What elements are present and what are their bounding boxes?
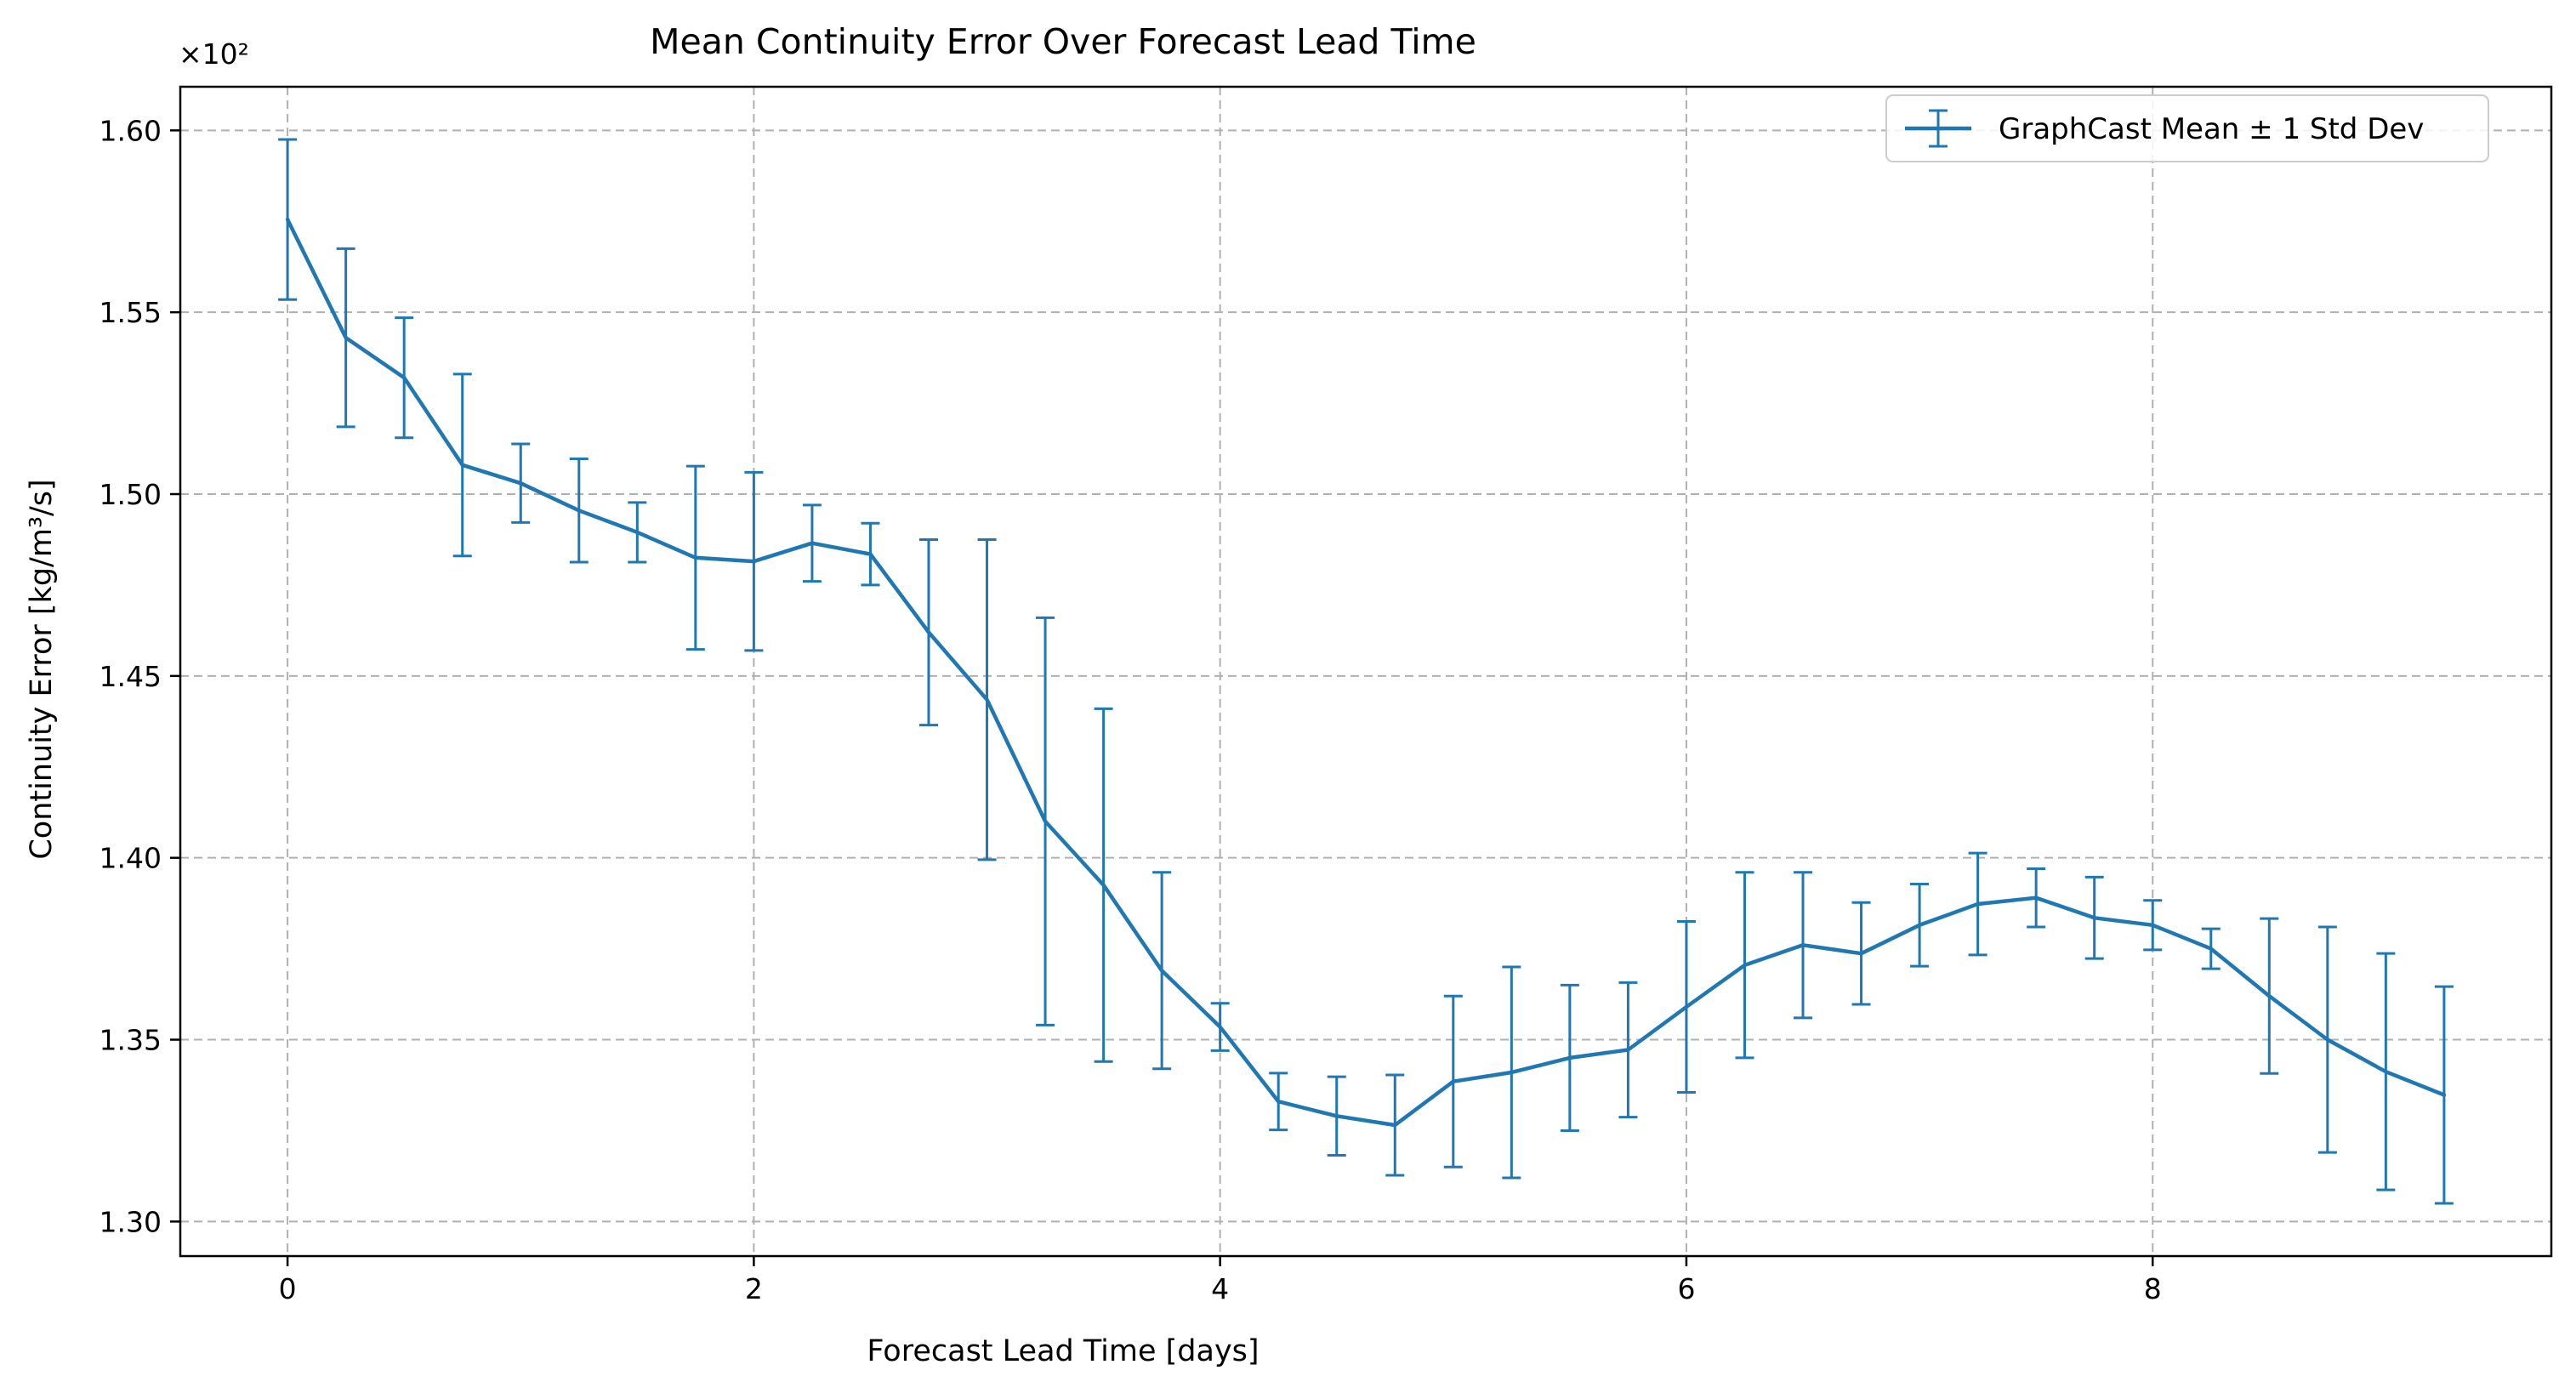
y-axis-label: Continuity Error [kg/m³/s]: [25, 479, 59, 859]
legend-marker: [1905, 109, 1971, 148]
ticks: 0 2 4 6 8 1.30 1.35 1.40 1.45 1.50 1.55 1.60: [100, 114, 2162, 1305]
y-offset-label: ×10²: [179, 37, 249, 71]
series-line: [285, 217, 2447, 1128]
x-tick-label: 0: [279, 1272, 297, 1305]
x-tick-label: 6: [1677, 1272, 1695, 1305]
series-layer: [278, 138, 2454, 1205]
y-tick-label: 1.35: [100, 1024, 162, 1057]
legend-entry-label: GraphCast Mean ± 1 Std Dev: [1999, 112, 2424, 146]
chart-title: Mean Continuity Error Over Forecast Lead…: [650, 21, 1476, 62]
plot-frame: [179, 85, 2553, 1258]
x-axis-label: Forecast Lead Time [days]: [867, 1334, 1259, 1368]
x-tick-label: 4: [1211, 1272, 1229, 1305]
x-tick-label: 8: [2144, 1272, 2162, 1305]
x-tick-label: 2: [745, 1272, 763, 1305]
y-tick-label: 1.55: [100, 296, 162, 329]
y-tick-label: 1.60: [100, 114, 162, 147]
y-tick-label: 1.30: [100, 1205, 162, 1238]
legend: GraphCast Mean ± 1 Std Dev: [1885, 94, 2489, 162]
y-tick-label: 1.45: [100, 660, 162, 693]
legend-box: [1885, 94, 2489, 162]
y-tick-label: 1.50: [100, 478, 162, 511]
y-tick-label: 1.40: [100, 842, 162, 875]
